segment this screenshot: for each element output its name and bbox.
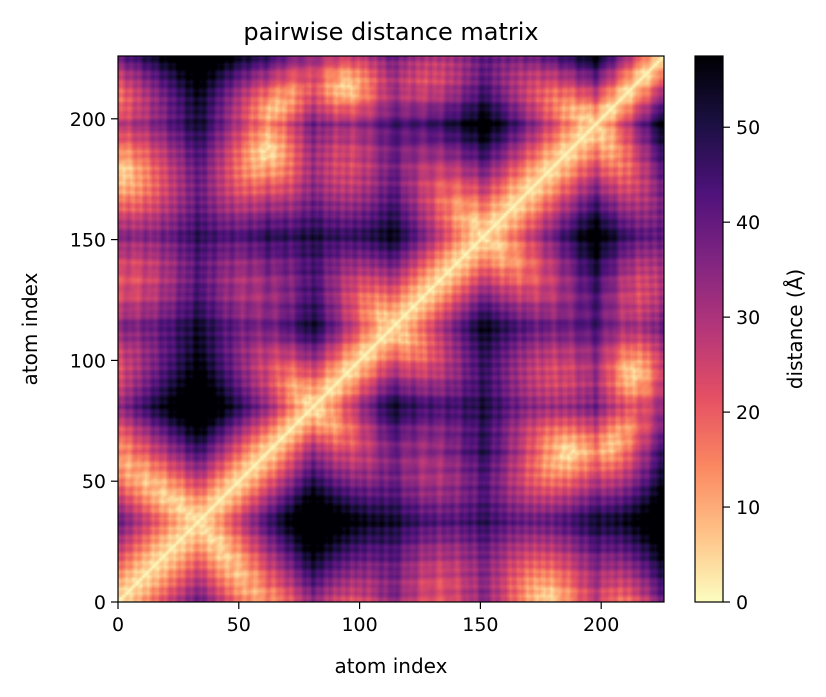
x-tick-label: 0 (112, 614, 124, 636)
y-tick-label: 200 (70, 109, 106, 131)
plot-frame (117, 55, 665, 603)
colorbar-gradient (695, 56, 723, 602)
colorbar-axis: 0 10 20 30 40 50 (723, 117, 760, 614)
colorbar-tick-label: 40 (736, 212, 760, 234)
x-axis-label: atom index (335, 654, 448, 678)
y-axis: 0 50 100 150 200 (70, 109, 118, 614)
colorbar-tick-label: 10 (736, 497, 760, 519)
y-tick-label: 150 (70, 230, 106, 252)
colorbar-tick-label: 0 (736, 592, 748, 614)
x-tick-label: 50 (227, 614, 251, 636)
x-tick-label: 150 (462, 614, 498, 636)
y-tick-label: 100 (70, 350, 106, 372)
y-axis-label: atom index (18, 272, 42, 385)
y-tick-label: 50 (82, 471, 106, 493)
colorbar-tick-label: 20 (736, 402, 760, 424)
colorbar-tick-label: 50 (736, 117, 760, 139)
x-tick-label: 200 (583, 614, 619, 636)
colorbar-tick-label: 30 (736, 307, 760, 329)
y-tick-label: 0 (94, 592, 106, 614)
colorbar-frame (694, 55, 724, 603)
x-axis: 0 50 100 150 200 (112, 602, 619, 636)
chart-title: pairwise distance matrix (243, 18, 538, 46)
x-tick-label: 100 (341, 614, 377, 636)
colorbar-label: distance (Å) (783, 269, 807, 389)
heatmap-image (118, 56, 664, 602)
